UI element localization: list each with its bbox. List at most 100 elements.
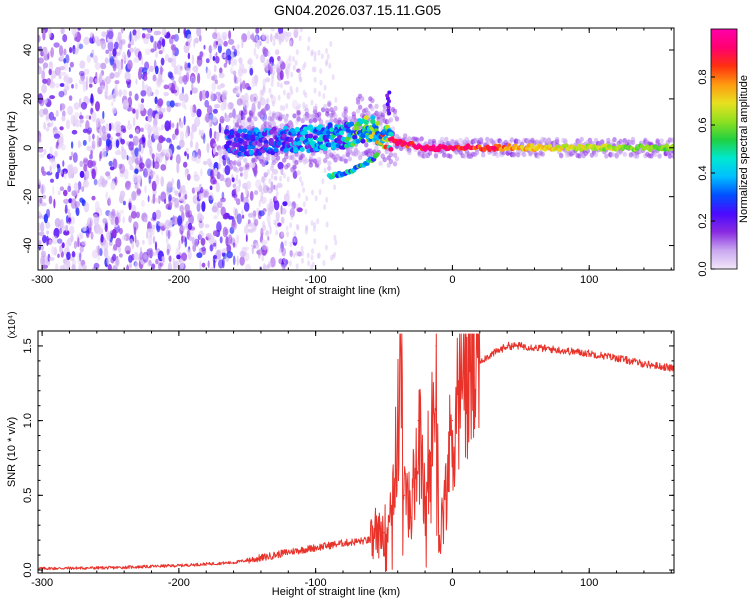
ridge-halo-cell [554, 137, 560, 143]
ridge-halo-cell [355, 150, 361, 156]
noise-cell [228, 30, 232, 40]
noise-cell [154, 241, 158, 251]
noise-cell [169, 37, 174, 45]
noise-cell [192, 104, 197, 114]
peak-cell [428, 145, 435, 150]
noise-cell [282, 105, 286, 112]
noise-cell [250, 228, 254, 234]
noise-cell [225, 56, 228, 65]
heatmap-cells [38, 28, 674, 270]
noise-cell [230, 67, 233, 75]
noise-cell [167, 181, 173, 188]
noise-cell [142, 74, 148, 81]
noise-cell [324, 244, 328, 251]
colorbar-label: Normalized spectral amplitude [738, 75, 750, 223]
noise-cell [318, 90, 321, 97]
noise-cell [184, 236, 188, 248]
ridge-halo-cell [236, 159, 242, 165]
ridge-halo-cell [296, 109, 301, 116]
ridge-halo-cell [327, 165, 332, 171]
noise-cell [132, 117, 136, 127]
noise-cell [85, 76, 89, 83]
noise-cell [109, 56, 115, 66]
page-title: GN04.2026.037.15.11.G05 [273, 2, 442, 18]
ridge-halo-cell [279, 123, 285, 129]
noise-cell [225, 177, 232, 188]
ridge-halo-cell [234, 122, 240, 128]
noise-cell [285, 31, 292, 38]
noise-cell [276, 182, 283, 189]
ridge-cell [339, 130, 345, 136]
noise-cell [126, 264, 130, 270]
noise-cell [125, 250, 131, 255]
ridge-halo-cell [495, 152, 500, 158]
noise-cell [196, 56, 203, 67]
noise-cell [324, 60, 328, 67]
noise-cell [55, 171, 60, 180]
noise-cell [43, 213, 49, 224]
noise-cell [88, 75, 93, 87]
noise-cell [167, 57, 173, 63]
noise-cell [159, 36, 164, 46]
ridge-halo-cell [236, 114, 242, 120]
noise-cell [194, 116, 201, 128]
noise-cell [206, 158, 212, 166]
snr-point [410, 517, 412, 519]
snr-point [390, 509, 392, 511]
noise-cell [247, 60, 252, 65]
ridge-cell [235, 133, 241, 138]
noise-cell [242, 99, 249, 110]
spot-cell [385, 93, 390, 98]
noise-cell [187, 222, 193, 231]
noise-cell [79, 170, 85, 178]
noise-cell [111, 140, 117, 147]
noise-cell [319, 68, 323, 75]
noise-cell [286, 189, 290, 196]
noise-cell [42, 29, 46, 41]
noise-cell [253, 244, 256, 249]
noise-cell [279, 104, 283, 111]
noise-cell [268, 110, 272, 117]
ridge-halo-cell [333, 157, 338, 163]
noise-cell [98, 72, 103, 84]
ridge-halo-cell [261, 161, 266, 167]
noise-cell [270, 173, 274, 180]
ridge-halo-cell [427, 150, 433, 156]
ridge-cell [317, 140, 323, 146]
noise-cell [283, 80, 290, 85]
noise-cell [48, 61, 54, 71]
ridge-halo-cell [671, 137, 674, 143]
ridge-cell [360, 138, 366, 144]
noise-cell [266, 59, 271, 64]
noise-cell [191, 77, 194, 84]
noise-cell [239, 250, 246, 258]
noise-cell [119, 253, 123, 258]
noise-cell [218, 72, 225, 79]
ridge-halo-cell [257, 111, 262, 118]
noise-cell [289, 85, 293, 92]
noise-cell [109, 93, 114, 100]
noise-cell [79, 252, 82, 262]
noise-cell [179, 204, 184, 213]
noise-cell [206, 142, 210, 154]
noise-cell [86, 54, 92, 64]
noise-cell [184, 204, 190, 213]
noise-cell [128, 141, 134, 151]
ridge-halo-cell [388, 117, 394, 123]
noise-cell [47, 52, 50, 60]
noise-cell [185, 147, 189, 152]
noise-cell [83, 201, 90, 213]
ridge-halo-cell [610, 152, 615, 158]
noise-cell [119, 125, 126, 132]
y-tick-label: 1.0 [22, 413, 34, 428]
noise-cell [117, 60, 124, 71]
noise-cell [72, 115, 78, 127]
ridge-halo-cell [604, 153, 609, 159]
noise-cell [221, 31, 228, 41]
noise-cell [51, 235, 58, 245]
noise-cell [281, 208, 287, 215]
noise-cell [155, 258, 159, 265]
noise-cell [249, 67, 254, 76]
ridge-halo-cell [522, 152, 527, 158]
noise-cell [160, 57, 165, 66]
